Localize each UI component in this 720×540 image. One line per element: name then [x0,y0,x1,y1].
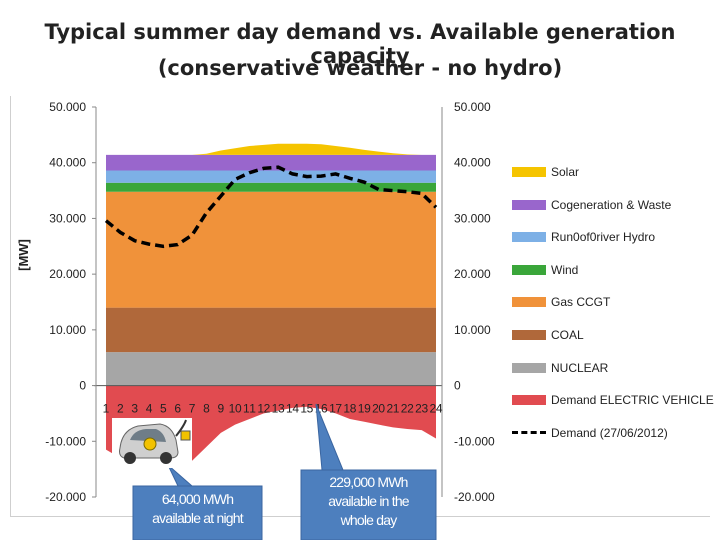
x-tick: 5 [160,402,167,416]
x-tick: 15 [300,402,313,416]
chart-title-line2: (conservative weather - no hydro) [157,56,563,80]
legend-item: Wind [512,260,578,280]
legend-swatch [512,167,546,177]
callout-day-line2: available in the [328,493,409,509]
x-tick: 14 [286,402,299,416]
y-tick-right: -20.000 [454,490,495,504]
legend-label: Gas CCGT [551,295,611,310]
x-tick: 8 [203,402,210,416]
plot-areas [94,107,443,497]
y-axis-label: [MW] [16,239,31,271]
area-nuclear [106,352,436,386]
callout-night-shape [132,464,263,540]
x-tick: 11 [243,402,256,416]
x-tick: 13 [272,402,285,416]
callout-night-line1: 64,000 MWh [161,491,234,507]
x-tick: 3 [131,402,138,416]
y-tick-left: 30.000 [49,211,86,225]
callout-day-line1: 229,000 MWh [329,474,408,490]
legend-label: Cogeneration & Waste [551,197,672,212]
legend-swatch [512,199,546,210]
x-tick: 10 [229,402,242,416]
legend-label: Solar [551,165,580,179]
y-tick-left: 10.000 [49,323,86,337]
area-coal [106,307,436,353]
callout-day-shape [300,403,437,540]
x-tick: 1 [103,402,110,416]
y-axis-right: 50.000 40.000 30.000 20.000 10.000 0 -10.000 -2… [454,100,495,504]
y-tick-right: 0 [454,379,461,393]
x-tick: 22 [401,402,414,416]
y-axis-left: 50.000 40.000 30.000 20.000 10.000 0 -10.000 -2… [45,100,96,504]
legend-swatch [512,362,546,373]
x-tick: 21 [386,402,399,416]
y-tick-right: 10.000 [454,323,491,337]
x-axis: 123456789101112131415161718192021222324 [103,402,443,416]
y-tick-left: 40.000 [49,156,86,170]
x-tick: 17 [329,402,342,416]
chart-title-line1: Typical summer day demand vs. Available … [44,20,676,68]
electric-car-icon [112,418,192,468]
x-tick: 12 [257,402,270,416]
legend-swatch [512,232,546,243]
legend-label: Demand ELECTRIC VEHICLE [551,393,714,408]
y-tick-right: 50.000 [454,100,491,114]
legend-item: COAL [512,325,584,345]
legend-item: NUCLEAR [512,358,608,378]
legend-item: Run0of0river Hydro [512,227,655,247]
area-run0of0river-hydro [106,170,436,183]
legend-item: Solar [512,162,579,182]
legend-label: COAL [551,328,584,342]
legend-item: Gas CCGT [512,292,610,312]
y-tick-left: 20.000 [49,267,86,281]
legend-swatch [512,395,546,406]
y-tick-right: -10.000 [454,434,495,448]
x-tick: 9 [217,402,224,416]
y-tick-right: 30.000 [454,211,491,225]
y-tick-left: 50.000 [49,100,86,114]
x-tick: 2 [117,402,124,416]
legend-item: Demand (27/06/2012) [512,423,668,443]
legend-item: Cogeneration & Waste [512,195,671,215]
callout-night: 64,000 MWh available at night [135,490,260,528]
x-tick: 6 [174,402,181,416]
y-tick-right: 40.000 [454,156,491,170]
callout-night-line2: available at night [152,510,243,526]
legend-item: Demand ELECTRIC VEHICLE [512,390,714,410]
x-tick: 19 [358,402,371,416]
x-tick: 4 [146,402,153,416]
x-tick: 23 [415,402,428,416]
callout-day-line3: whole day [340,512,398,528]
legend-swatch [512,431,546,435]
x-tick: 20 [372,402,385,416]
y-tick-left: -20.000 [45,490,86,504]
area-wind [106,182,436,192]
y-tick-left: 0 [79,379,86,393]
frame-line-left [10,96,11,516]
legend-label: Demand (27/06/2012) [551,425,668,440]
y-tick-right: 20.000 [454,267,491,281]
line-demand-27-06-2012 [104,165,438,249]
legend-label: Wind [551,262,579,277]
x-tick: 7 [189,402,196,416]
area-solar [106,143,436,155]
legend-swatch [512,264,546,275]
callout-day: 229,000 MWh available in the whole day [303,473,434,530]
x-tick: 18 [343,402,356,416]
y-tick-left: -10.000 [45,434,86,448]
x-tick: 24 [430,402,443,416]
area-gas-ccgt [106,191,436,308]
area-cogeneration-waste [106,154,436,171]
legend-label: NUCLEAR [551,360,609,375]
legend-swatch [512,330,546,340]
legend-swatch [512,297,546,308]
legend-label: Run0of0river Hydro [551,230,656,245]
